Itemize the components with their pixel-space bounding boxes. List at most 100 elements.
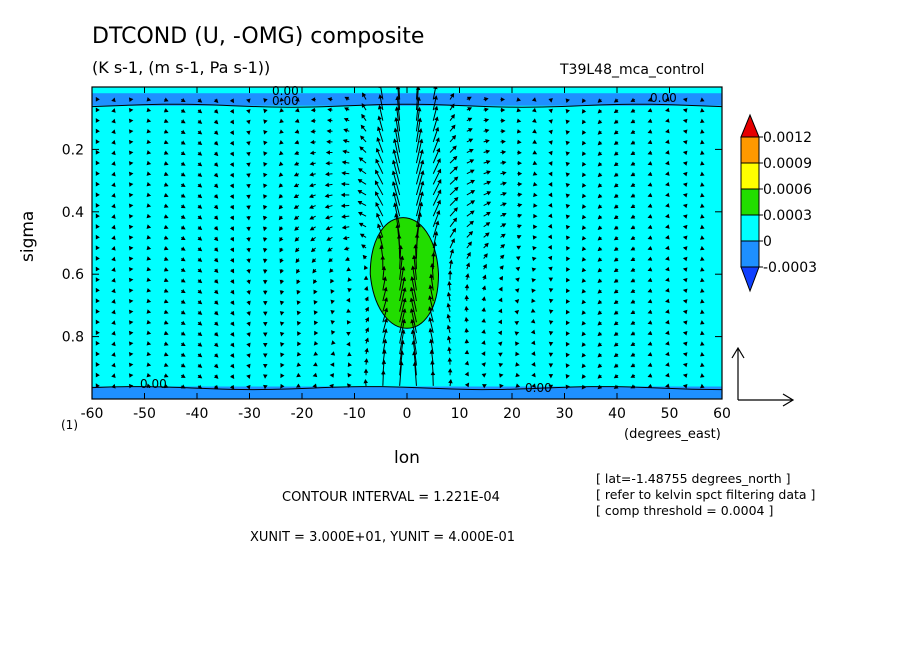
wind-vector-head [146,362,152,367]
wind-vector-head [383,286,388,292]
wind-vector-head [229,151,234,157]
wind-vector-head [377,104,383,110]
wind-vector-head [630,161,636,166]
wind-vector-head [146,128,152,134]
wind-vector-head [395,95,400,101]
wind-vector-head [548,202,553,208]
wind-vector-head [279,269,284,274]
wind-vector-head [516,129,522,134]
x-tick-label: -60 [81,406,104,422]
wind-vector-arrow [415,139,423,164]
wind-vector-head [246,216,251,221]
wind-vector-head [229,162,234,167]
wind-vector-head [497,330,503,336]
wind-vector-head [665,309,670,314]
wind-vector-head [647,383,653,389]
wind-vector-head [295,383,301,388]
wind-vector-head [665,107,670,113]
wind-vector-head [343,128,348,133]
wind-vector-head [180,172,186,177]
wind-vector-head [700,161,705,166]
wind-vector-head [111,192,116,198]
wind-vector-head [330,309,335,315]
wind-vector-head [647,182,653,187]
wind-vector-head [246,130,251,136]
wind-vector-arrow [412,266,417,291]
wind-vector-head [565,108,570,114]
wind-vector-head [213,374,219,379]
wind-vector-head [500,107,506,113]
wind-vector-head [246,173,251,178]
colorbar: 0.0012 0.0009 0.0006 0.0003 0 -0.0003 [740,113,817,293]
wind-vector-head [597,267,603,273]
wind-vector-head [436,199,441,205]
wind-vector-head [163,309,169,314]
wind-vector-head [501,223,507,228]
wind-vector-head [486,211,491,216]
wind-vector-head [346,297,351,303]
wind-vector-head [393,127,399,133]
wind-vector-head [111,129,116,134]
wind-vector-head [517,160,523,166]
wind-vector-head [700,341,705,346]
wind-vector-head [548,309,554,314]
wind-vector-head [263,194,268,199]
wind-vector-head [246,258,251,264]
wind-vector-head [597,204,603,209]
wind-vector-head [293,215,299,220]
wind-vector-head [230,363,235,369]
wind-vector-head [95,309,100,314]
wind-vector-arrow [415,97,420,121]
wind-vector-head [280,352,285,358]
wind-vector-head [517,192,523,198]
wind-vector-head [531,298,536,304]
wind-vector-head [180,151,186,156]
wind-vector-head [128,352,134,357]
wind-vector-head [180,119,186,124]
wind-vector-head [665,181,670,187]
wind-vector-head [95,181,100,187]
wind-vector-head [548,384,554,390]
wind-vector-head [309,150,315,156]
wind-vector-head [325,215,330,220]
wind-vector-head [484,128,490,134]
wind-vector-head [452,145,457,151]
wind-vector-head [326,139,331,145]
wind-vector-head [163,214,169,219]
wind-vector-head [613,278,619,283]
wind-vector-head [197,215,203,220]
wind-vector-head [263,172,268,178]
wind-vector-head [413,244,418,249]
wind-vector-head [146,107,152,113]
wind-vector-head [486,201,492,206]
wind-vector-head [262,342,268,348]
wind-vector-head [399,255,405,260]
wind-vector-head [347,362,352,368]
wind-vector-head [163,341,169,346]
wind-vector-head [295,247,300,253]
wind-vector-head [95,118,100,123]
wind-vector-head [163,171,169,176]
wind-vector-head [682,214,688,219]
wind-vector-head [613,193,619,198]
wind-vector-head [682,140,688,145]
wind-vector-head [613,225,619,230]
wind-vector-head [665,288,670,293]
wind-vector-head [230,300,235,306]
wind-vector-head [180,246,186,251]
wind-vector-head [229,109,235,114]
wind-vector-head [499,254,505,260]
wind-vector-head [613,320,619,326]
wind-vector-head [437,178,442,184]
wind-vectors [95,87,705,390]
wind-vector-head [682,256,688,262]
wind-vector-head [531,107,537,113]
colorbar-label: 0.0012 [763,130,812,146]
wind-vector-head [464,338,470,344]
wind-vector-head [342,138,348,144]
wind-vector-head [467,241,472,247]
wind-vector-head [566,256,571,262]
wind-vector-head [428,306,433,311]
wind-vector-head [394,106,400,111]
panel-label: (1) [61,418,78,432]
